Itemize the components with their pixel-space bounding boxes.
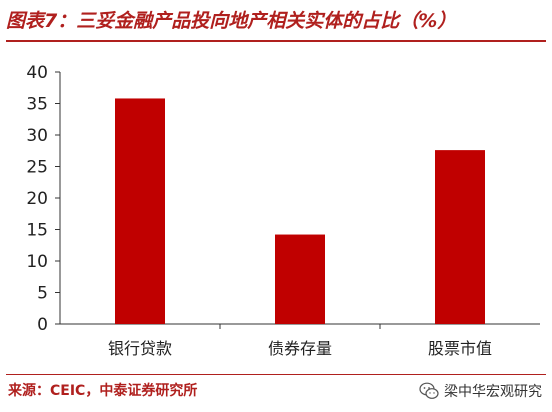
- y-tick-label: 30: [26, 126, 48, 146]
- y-tick-label: 15: [26, 221, 48, 241]
- y-tick-label: 25: [26, 158, 48, 178]
- y-tick-label: 10: [26, 252, 48, 272]
- y-tick-label: 5: [37, 284, 48, 304]
- watermark: 梁中华宏观研究: [419, 379, 542, 403]
- x-tick-label: 银行贷款: [108, 339, 172, 358]
- bar-chart: 0 5 10 15 20 25 30 35 40 银行贷款 债券存量 股票市值: [26, 63, 540, 358]
- chart-title: 图表7：三妥金融产品投向地产相关实体的占比（%）: [6, 10, 457, 32]
- x-tick-label: 股票市值: [428, 339, 492, 358]
- bar: [275, 234, 325, 324]
- y-tick-label: 20: [26, 189, 48, 209]
- x-tick-label: 债券存量: [268, 339, 332, 358]
- title-divider: [6, 40, 546, 42]
- footer-divider: [6, 374, 546, 375]
- bar: [115, 98, 165, 325]
- y-tick-label: 0: [37, 315, 48, 335]
- watermark-text: 梁中华宏观研究: [444, 384, 542, 400]
- y-tick-label: 35: [26, 95, 48, 115]
- wechat-icon: [419, 382, 439, 399]
- source-note: 来源：CEIC，中泰证券研究所: [8, 383, 198, 399]
- bar: [435, 150, 485, 324]
- y-tick-label: 40: [26, 63, 48, 83]
